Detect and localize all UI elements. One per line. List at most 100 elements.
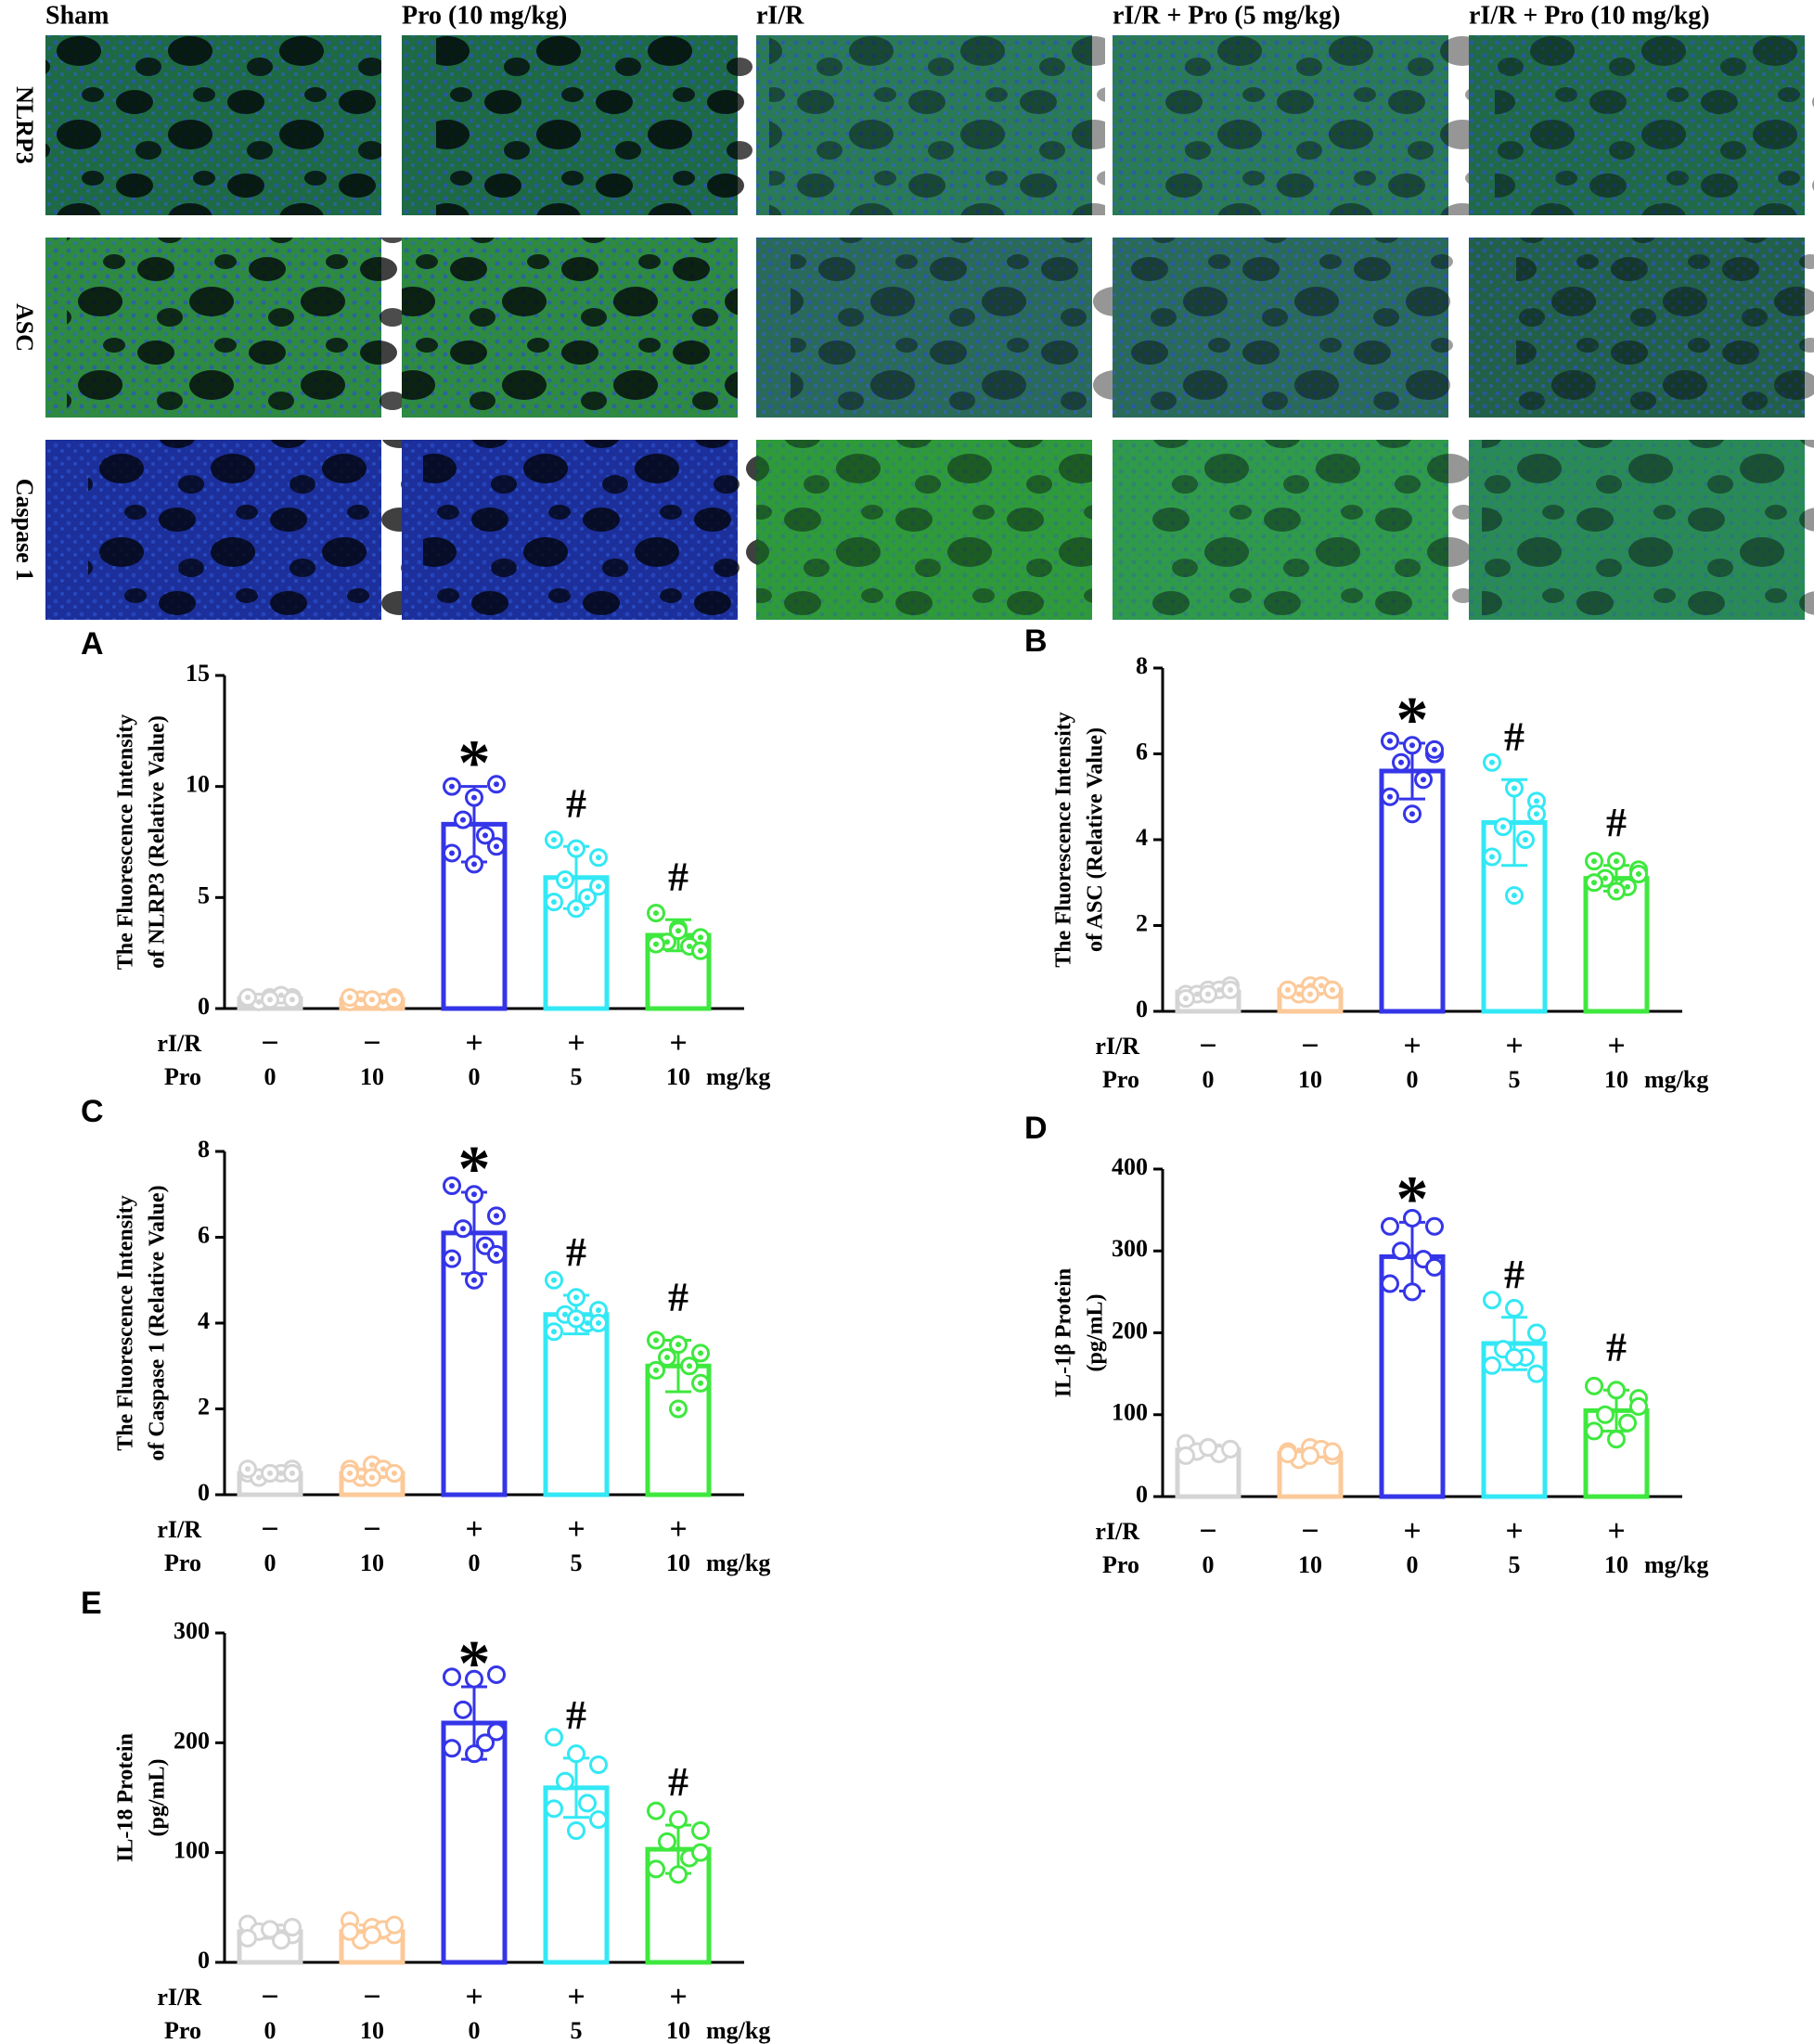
column-label: rI/R xyxy=(756,1,804,30)
data-point-center xyxy=(551,837,557,843)
data-point-center xyxy=(1387,793,1393,800)
panel-letter: D xyxy=(1024,1111,1048,1146)
x-table-value: − xyxy=(1199,1514,1216,1549)
y-tick-label: 200 xyxy=(1112,1317,1148,1343)
data-point xyxy=(385,1915,404,1935)
x-table-value: 0 xyxy=(1407,1066,1419,1093)
data-point xyxy=(1527,1323,1546,1343)
data-point-center xyxy=(278,992,284,998)
data-point xyxy=(647,1801,665,1820)
data-point xyxy=(454,1700,472,1719)
x-table-unit: mg/kg xyxy=(706,1063,770,1090)
data-point xyxy=(1527,1364,1546,1383)
data-point-center xyxy=(1205,991,1211,997)
y-axis-label: (pg/mL) xyxy=(1084,1294,1108,1372)
data-point xyxy=(1392,1241,1410,1261)
data-point-center xyxy=(460,816,466,823)
data-point-center xyxy=(369,996,375,1003)
data-point-center xyxy=(1523,837,1528,842)
data-point-center xyxy=(1591,880,1597,886)
x-table-value: + xyxy=(465,1980,482,2014)
data-point-center xyxy=(358,1474,364,1481)
micrograph-airspace xyxy=(1147,440,1483,620)
x-table-value: − xyxy=(261,1512,278,1547)
x-table-value: 10 xyxy=(1604,1066,1628,1093)
significance-mark: # xyxy=(566,780,586,826)
data-point-center xyxy=(267,996,273,1003)
data-point-center xyxy=(369,1474,375,1481)
y-tick-label: 400 xyxy=(1112,1153,1148,1180)
x-table-value: 5 xyxy=(571,2017,583,2044)
micrograph-airspace xyxy=(402,238,738,418)
data-point-center xyxy=(494,1213,499,1219)
significance-mark: * xyxy=(1396,685,1429,756)
data-point-center xyxy=(687,1363,692,1369)
x-table-value: + xyxy=(1607,1029,1625,1063)
data-point xyxy=(589,1810,608,1830)
x-table-value: + xyxy=(669,1026,687,1061)
data-point-center xyxy=(675,928,681,934)
y-axis-label: of ASC (Relative Value) xyxy=(1084,727,1108,952)
data-point xyxy=(1505,1347,1524,1367)
x-table-value: 5 xyxy=(1509,1066,1521,1093)
data-point-center xyxy=(369,1461,375,1468)
x-table-value: + xyxy=(567,1980,585,2014)
data-point-center xyxy=(256,998,262,1005)
data-point xyxy=(341,1922,359,1941)
column-label: Pro (10 mg/kg) xyxy=(402,1,567,30)
data-point-center xyxy=(347,995,353,1001)
data-point-center xyxy=(471,861,477,868)
significance-mark: * xyxy=(458,1628,491,1700)
data-point xyxy=(1618,1413,1637,1433)
x-table-value: 0 xyxy=(469,1549,481,1576)
data-point-center xyxy=(1489,854,1495,860)
data-point-center xyxy=(1614,888,1619,894)
data-point-center xyxy=(392,996,397,1003)
data-point-center xyxy=(1183,996,1189,1002)
bar xyxy=(543,1312,610,1498)
significance-mark: # xyxy=(1504,713,1525,759)
panel-letter: C xyxy=(81,1094,104,1129)
data-point xyxy=(1585,1376,1603,1395)
data-point-center xyxy=(596,1320,601,1326)
data-point-center xyxy=(380,1466,386,1472)
data-point-center xyxy=(562,877,568,883)
panel-letter: E xyxy=(81,1586,102,1621)
x-table-unit: mg/kg xyxy=(1644,1551,1708,1578)
data-point-center xyxy=(551,1329,557,1335)
data-point-center xyxy=(1512,893,1517,899)
data-point xyxy=(465,1669,483,1689)
data-point-center xyxy=(698,934,703,941)
data-point xyxy=(567,1821,585,1840)
row-label: Caspase 1 xyxy=(11,479,38,582)
x-table-value: 10 xyxy=(1298,1066,1322,1093)
data-point-center xyxy=(573,1316,579,1322)
data-point-center xyxy=(551,899,557,906)
micrograph-airspace xyxy=(791,238,1126,418)
data-point xyxy=(476,1733,495,1753)
x-table-label: Pro xyxy=(164,2017,201,2044)
data-point xyxy=(578,1793,597,1813)
data-point xyxy=(1629,1396,1648,1416)
data-point xyxy=(272,1931,290,1950)
data-point-center xyxy=(1409,742,1415,749)
significance-mark: # xyxy=(668,1759,688,1805)
y-axis-label: IL-1β Protein xyxy=(1052,1268,1076,1398)
row-label: NLRP3 xyxy=(11,86,38,164)
y-tick-label: 6 xyxy=(198,1221,210,1248)
y-tick-label: 4 xyxy=(198,1307,210,1334)
y-axis-label: of Caspase 1 (Relative Value) xyxy=(146,1185,170,1460)
data-point-center xyxy=(585,1320,590,1326)
x-table-value: − xyxy=(1301,1029,1319,1063)
data-point-center xyxy=(1296,991,1302,997)
data-point-center xyxy=(1228,986,1233,993)
data-point-center xyxy=(1500,824,1506,830)
data-point-center xyxy=(698,1380,703,1386)
y-tick-label: 15 xyxy=(186,660,210,687)
significance-mark: * xyxy=(458,1134,491,1205)
y-tick-label: 4 xyxy=(1136,824,1148,851)
row-label: ASC xyxy=(11,303,38,352)
data-point xyxy=(1177,1446,1195,1465)
data-point xyxy=(261,1920,279,1939)
x-table-value: + xyxy=(1403,1514,1421,1549)
